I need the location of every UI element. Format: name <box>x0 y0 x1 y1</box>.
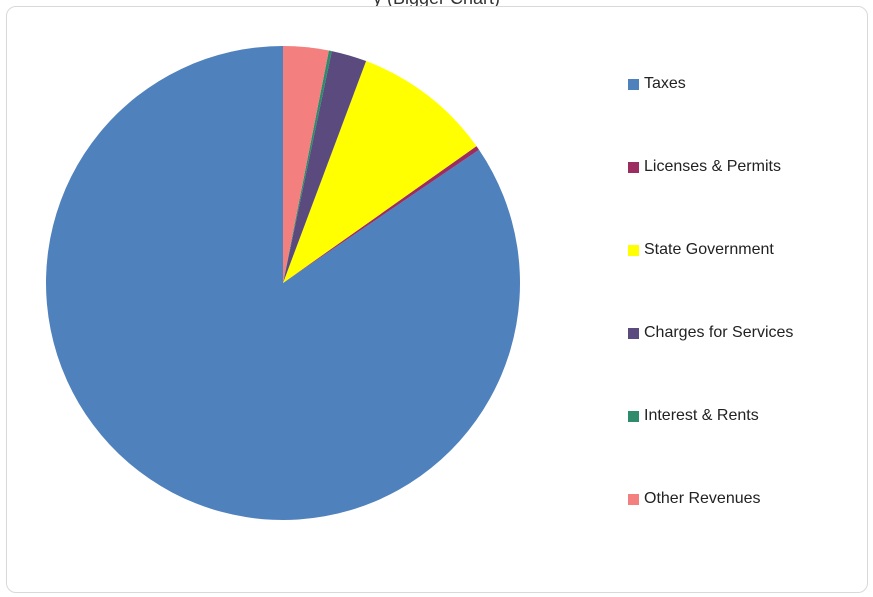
legend-item-state-government: State Government <box>628 240 774 260</box>
pie-slice-taxes <box>45 46 520 520</box>
pie-slice-interest-rents <box>283 50 332 284</box>
legend-item-charges-for-services: Charges for Services <box>628 323 793 343</box>
legend-label: Interest & Rents <box>644 407 759 424</box>
legend-item-interest-rents: Interest & Rents <box>628 406 759 426</box>
pie-slice-charges-for-services <box>283 51 367 283</box>
legend-swatch <box>628 327 639 339</box>
legend-label: Charges for Services <box>644 324 794 341</box>
legend-swatch <box>628 161 639 173</box>
pie-slice-licenses-permits <box>283 146 480 283</box>
legend-swatch <box>628 493 639 505</box>
pie-slices <box>45 46 520 520</box>
legend-swatch <box>628 244 639 256</box>
legend-swatch <box>628 78 639 90</box>
legend-swatch <box>628 410 639 422</box>
chart-title-fragment: y (Bigger Chart) <box>0 0 873 9</box>
pie-slice-other-revenues <box>283 46 329 283</box>
pie-slice-state-government <box>283 61 477 283</box>
legend-label: Other Revenues <box>644 490 761 507</box>
legend-label: Licenses & Permits <box>644 158 781 175</box>
legend-item-taxes: Taxes <box>628 74 686 94</box>
legend-item-other-revenues: Other Revenues <box>628 489 761 509</box>
legend-label: Taxes <box>644 75 686 92</box>
legend-label: State Government <box>644 241 774 258</box>
legend-item-licenses-permits: Licenses & Permits <box>628 157 781 177</box>
